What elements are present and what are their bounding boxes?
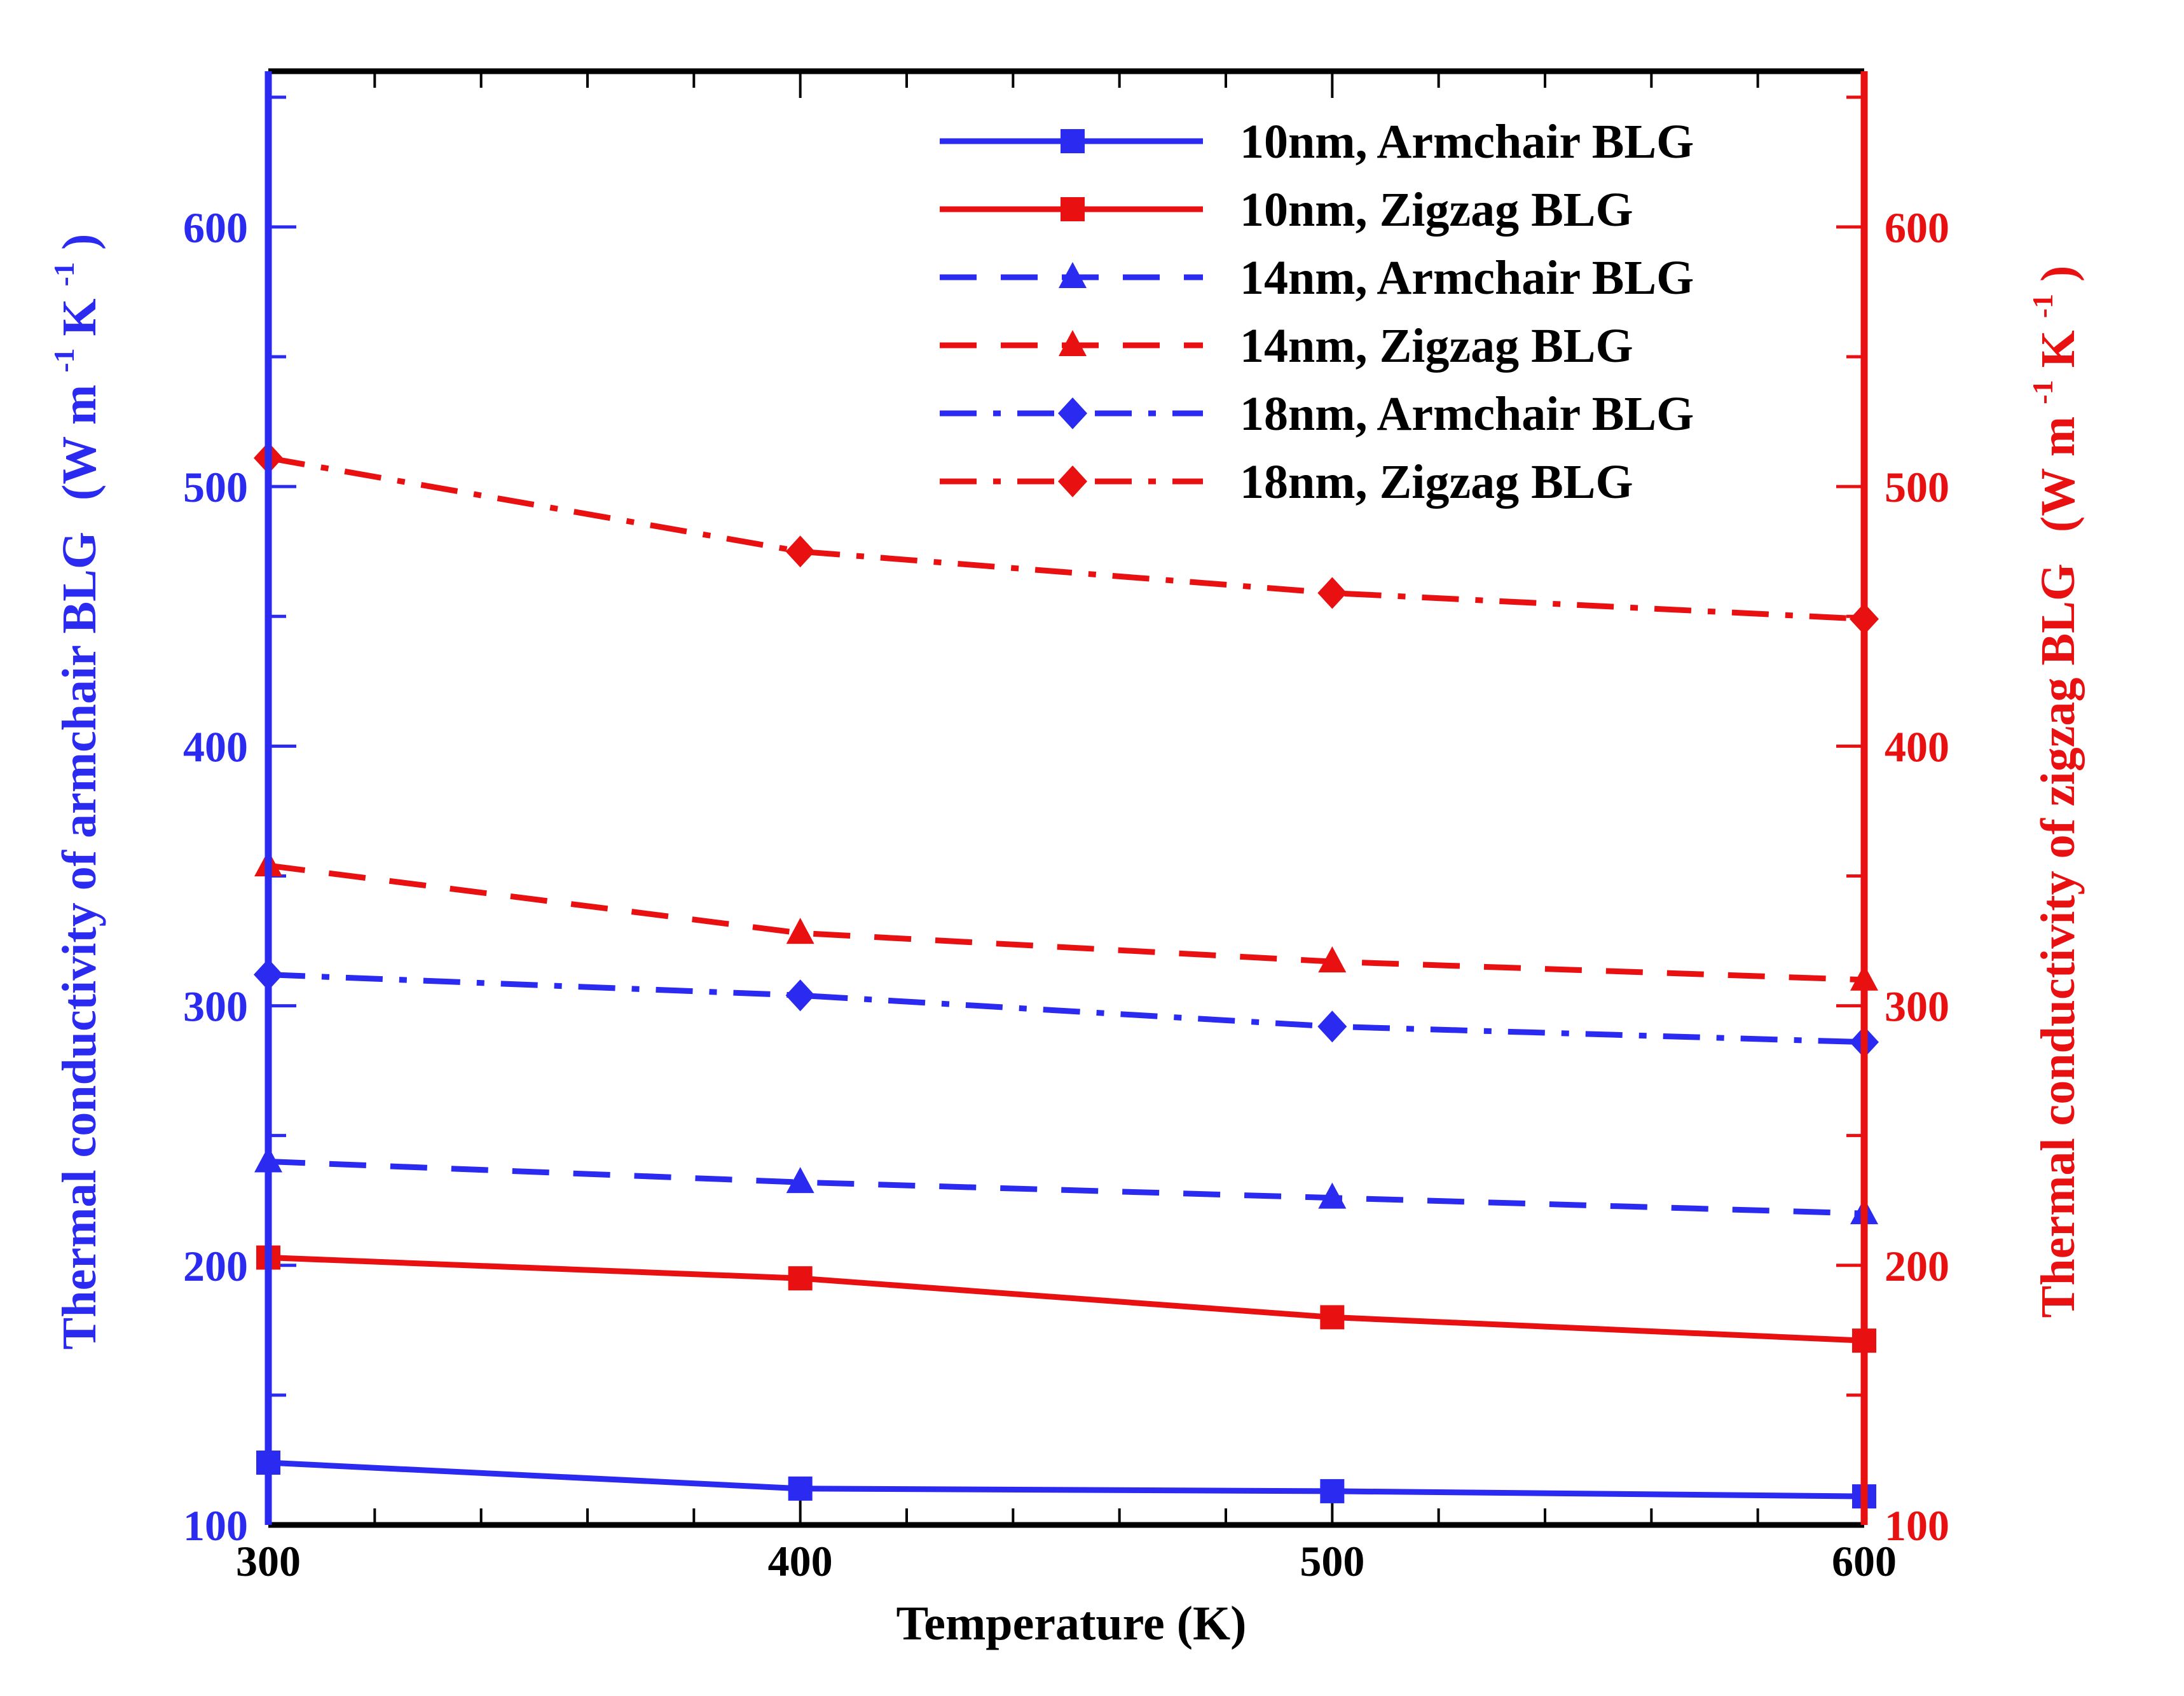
y-left-tick-label: 200 (183, 1242, 248, 1290)
data-point (788, 1476, 813, 1501)
x-tick-label: 300 (236, 1537, 301, 1585)
series-line (268, 972, 1865, 1045)
y-left-tick-label: 600 (183, 203, 248, 252)
y-right-tick-label: 100 (1885, 1501, 1949, 1550)
legend-item: 18nm, Armchair BLG (940, 387, 1694, 441)
legend-marker (1061, 197, 1085, 221)
x-tick-label: 400 (768, 1537, 833, 1585)
y-right-tick-label: 400 (1885, 722, 1949, 771)
y-right-axis-unit-main: (W m (2031, 417, 2085, 532)
y-right-axis-unit-sup2: -1 (2026, 294, 2059, 318)
y-left-axis-unit-sup2: -1 (48, 262, 80, 286)
y-right-axis-unit-sup1: -1 (2026, 380, 2059, 404)
series-6 (254, 442, 1879, 635)
series-line (268, 1159, 1865, 1217)
legend-item: 10nm, Zigzag BLG (940, 183, 1633, 237)
data-point (785, 979, 815, 1012)
y-left-tick-label: 100 (183, 1501, 248, 1550)
legend-label: 14nm, Zigzag BLG (1240, 319, 1633, 373)
y-left-tick-label: 300 (183, 982, 248, 1031)
legend-label: 10nm, Zigzag BLG (1240, 183, 1633, 237)
x-tick-label: 600 (1832, 1537, 1897, 1585)
y-left-tick-label: 400 (183, 722, 248, 771)
y-right-axis-unit-close: ) (2031, 266, 2085, 282)
axis-labels: 300 400 500 6001002003004005006001002003004… (183, 203, 1949, 1585)
legend-label: 14nm, Armchair BLG (1240, 251, 1694, 305)
data-point (786, 918, 814, 944)
data-point (788, 1266, 813, 1291)
data-point (1317, 577, 1347, 609)
y-right-tick-label: 200 (1885, 1242, 1949, 1290)
series-layer (254, 442, 1879, 1509)
y-right-axis-unit-k: K (2031, 330, 2085, 368)
legend-marker (1059, 330, 1087, 356)
y-left-axis-title-text: Thermal conductivity of armchair BLG (53, 532, 106, 1349)
data-point (786, 1167, 814, 1194)
data-point (1320, 1305, 1345, 1330)
series-1 (256, 1451, 1876, 1509)
legend-item: 14nm, Zigzag BLG (940, 319, 1633, 373)
x-tick-label: 500 (1300, 1537, 1364, 1585)
y-left-axis-unit-close: ) (53, 234, 106, 250)
series-line (268, 1459, 1865, 1500)
y-right-axis-title: Thermal conductivity of zigzag BLG (W m … (2010, 266, 2085, 1318)
legend-marker (1058, 465, 1087, 497)
data-point (1317, 1010, 1347, 1043)
legend-label: 10nm, Armchair BLG (1240, 115, 1694, 169)
legend-marker (1059, 262, 1087, 288)
y-right-axis-title-text: Thermal conductivity of zigzag BLG (2031, 563, 2085, 1318)
y-left-axis-unit-sup1: -1 (48, 348, 80, 372)
series-line (268, 455, 1865, 622)
legend-label: 18nm, Armchair BLG (1240, 387, 1694, 441)
x-axis-title: Temperature (K) (896, 1597, 1247, 1650)
legend-marker (1058, 397, 1087, 429)
series-line (268, 862, 1865, 983)
y-left-axis-unit-main: (W m (53, 385, 106, 500)
y-left-axis-title: Thermal conductivity of armchair BLG (W … (31, 234, 106, 1350)
legend-item: 14nm, Armchair BLG (940, 251, 1694, 305)
data-point (785, 535, 815, 568)
legend-item: 18nm, Zigzag BLG (940, 455, 1633, 509)
y-left-tick-label: 500 (183, 463, 248, 511)
y-left-axis-unit-k: K (53, 298, 106, 336)
legend: 10nm, Armchair BLG 10nm, Zigzag BLG 14nm, … (940, 115, 1694, 509)
data-point (1320, 1479, 1345, 1503)
legend-label: 18nm, Zigzag BLG (1240, 455, 1633, 509)
y-right-tick-label: 500 (1885, 463, 1949, 511)
series-5 (254, 958, 1879, 1058)
legend-item: 10nm, Armchair BLG (940, 115, 1694, 169)
data-point (1318, 946, 1347, 973)
data-point (1318, 1182, 1347, 1209)
series-line (268, 1255, 1865, 1344)
legend-marker (1061, 129, 1085, 153)
y-right-tick-label: 300 (1885, 982, 1949, 1031)
plot-frame (264, 68, 1868, 1528)
y-right-tick-label: 600 (1885, 203, 1949, 252)
